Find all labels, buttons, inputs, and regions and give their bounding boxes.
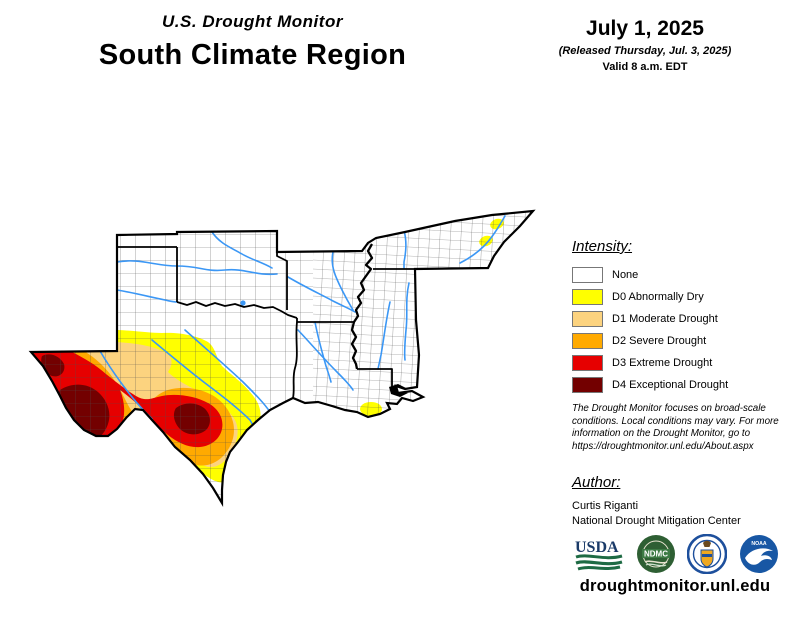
river-red-la	[297, 329, 354, 391]
legend-label: D2 Severe Drought	[612, 335, 707, 347]
legend-item-d0: D0 Abnormally Dry	[572, 286, 787, 308]
state-borders	[117, 231, 415, 399]
supertitle: U.S. Drought Monitor	[162, 12, 343, 31]
border-la-ms-toe	[357, 368, 393, 387]
author-block: Author: Curtis Riganti National Drought …	[572, 474, 787, 527]
legend-swatch-d1	[572, 311, 603, 327]
author-heading: Author:	[572, 474, 621, 491]
valid-time: Valid 8 a.m. EDT	[602, 61, 688, 73]
title-block: U.S. Drought Monitor South Climate Regio…	[55, 12, 450, 72]
legend-swatch-d4	[572, 377, 603, 393]
disclaimer-line: The Drought Monitor focuses on broad-sca…	[572, 403, 766, 414]
border-red-river	[176, 301, 298, 319]
river-red-upper	[116, 289, 178, 303]
river-colorado-tx	[151, 339, 255, 428]
disclaimer-line: https://droughtmonitor.unl.edu/About.asp…	[572, 441, 754, 453]
legend-label: D3 Extreme Drought	[612, 357, 713, 369]
legend-heading: Intensity:	[572, 238, 633, 255]
usda-logo-text: USDA	[575, 539, 619, 556]
legend-label: D4 Exceptional Drought	[612, 379, 729, 391]
legend-item-d2: D2 Severe Drought	[572, 330, 787, 352]
usda-logo: USDA	[575, 539, 623, 571]
noaa-logo-text: NOAA	[751, 541, 767, 547]
legend-label: D1 Moderate Drought	[612, 313, 718, 325]
disclaimer-line: conditions. Local conditions may vary. F…	[572, 415, 779, 427]
page-title: South Climate Region	[98, 39, 407, 71]
legend-swatch-none	[572, 267, 603, 283]
noaa-logo: NOAA	[739, 535, 778, 573]
disclaimer-text: The Drought Monitor focuses on broad-sca…	[572, 403, 787, 454]
river-ouachita	[314, 321, 332, 383]
legend-item-none: None	[572, 264, 787, 286]
legend-label: None	[612, 269, 639, 281]
site-url: droughtmonitor.unl.edu	[579, 577, 771, 595]
river-canadian	[116, 260, 278, 276]
legend-swatch-d2	[572, 333, 603, 349]
ndmc-logo: NDMC	[636, 535, 675, 573]
river-arkansas	[287, 276, 356, 313]
legend-swatch-d0	[572, 289, 603, 305]
legend-swatch-d3	[572, 355, 603, 371]
legend-label: D0 Abnormally Dry	[612, 291, 704, 303]
legend-item-d4: D4 Exceptional Drought	[572, 374, 787, 396]
agency-logos: USDA NDMC NOAA	[574, 534, 779, 574]
river-tennessee-west	[403, 229, 407, 269]
author-organization: National Drought Mitigation Center	[572, 515, 741, 527]
legend-item-d1: D1 Moderate Drought	[572, 308, 787, 330]
river-north-canadian	[211, 231, 273, 269]
release-date: (Released Thursday, Jul. 3, 2025)	[558, 45, 732, 58]
date-block: July 1, 2025 (Released Thursday, Jul. 3,…	[505, 16, 785, 75]
river-brazos	[184, 329, 271, 413]
rivers	[99, 215, 506, 428]
river-tennessee-east	[459, 215, 506, 264]
legend-item-d3: D3 Extreme Drought	[572, 352, 787, 374]
map-date: July 1, 2025	[586, 17, 704, 40]
ndmc-logo-text: NDMC	[644, 550, 668, 559]
intensity-legend: Intensity: None D0 Abnormally Dry D1 Mod…	[572, 238, 787, 396]
lake-texoma	[240, 300, 246, 306]
author-name: Curtis Riganti	[572, 500, 639, 512]
commerce-seal-icon	[687, 534, 728, 574]
county-grid	[31, 211, 533, 503]
river-tombigbee	[403, 282, 410, 361]
river-pearl	[377, 301, 391, 370]
border-mississippi-river	[350, 243, 374, 370]
border-tx-la-sabine	[292, 321, 298, 399]
disclaimer-line: information on the Drought Monitor, go t…	[572, 428, 751, 440]
river-white-ar	[331, 251, 354, 311]
